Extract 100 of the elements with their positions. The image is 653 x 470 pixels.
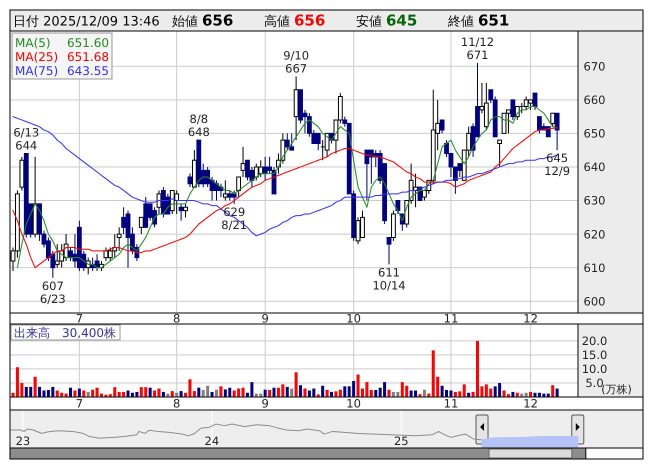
candlestick (19, 156, 24, 191)
candlestick (484, 82, 489, 131)
bar (140, 387, 143, 397)
candlestick (386, 236, 392, 265)
bar (228, 388, 232, 397)
bar (91, 390, 94, 397)
candlestick (364, 150, 370, 202)
x-tick-label: 10 (346, 312, 361, 326)
candlestick (174, 190, 180, 214)
x-tick-label: 9 (261, 396, 269, 411)
candlestick (554, 112, 560, 151)
bar (250, 382, 254, 397)
bar (148, 388, 152, 397)
candlestick (258, 160, 264, 178)
bar (126, 390, 130, 397)
x-tick-label: 8 (173, 312, 180, 326)
bar (197, 388, 200, 397)
header: 日付 2025/12/09 13:46 始値 656 高値 656 安値 645 終値 651 (10, 10, 644, 32)
annotation: 607 6/23 (40, 278, 66, 306)
candlestick (188, 173, 192, 188)
x-tick-label: 12 (523, 396, 538, 411)
candlestick (161, 186, 166, 218)
candlestick (528, 99, 533, 110)
candlestick (537, 116, 542, 134)
x-tick-label: 12 (523, 312, 538, 326)
bar (153, 390, 156, 397)
bar (462, 384, 466, 397)
bar (326, 390, 329, 397)
candlestick (183, 203, 188, 218)
candlestick (156, 190, 162, 214)
candlestick (284, 132, 290, 151)
candlestick (178, 203, 184, 222)
candlestick (196, 140, 202, 188)
x-tick-label: 9 (261, 312, 269, 326)
annotation: 9/10 667 (283, 48, 310, 76)
candlestick (324, 132, 330, 158)
y-tick-label: 15.0 (582, 348, 608, 362)
chart-title: 日付 2025/12/09 13:46 (13, 14, 160, 30)
bar (202, 390, 205, 397)
annotation: 8/8 648 (188, 112, 210, 140)
bar (556, 388, 559, 397)
bar (214, 390, 218, 397)
bar (374, 390, 378, 397)
bar (489, 388, 492, 397)
candlestick (497, 140, 502, 168)
bar (78, 388, 81, 397)
candlestick (227, 190, 232, 202)
candlestick (232, 190, 237, 204)
bar (38, 386, 42, 397)
bar (29, 386, 32, 397)
y-tick-label: 600 (584, 294, 606, 308)
candlestick (391, 210, 396, 242)
x-tick-label: 10 (346, 396, 361, 411)
bar (449, 390, 452, 397)
x-tick-label: 11 (444, 396, 458, 411)
bar (356, 374, 360, 397)
bar (232, 390, 236, 397)
y-tick-label: 660 (584, 93, 606, 108)
annotation: 11/12 671 (460, 34, 494, 62)
annotation: 6/13 644 (13, 126, 40, 153)
bar (299, 385, 302, 397)
y-tick-label: 650 (584, 126, 606, 141)
bar (51, 386, 54, 397)
bar (219, 386, 222, 397)
x-tick-label: 24 (204, 434, 220, 448)
bar (303, 388, 306, 397)
bar (180, 391, 183, 397)
bar (157, 388, 160, 397)
x-tick-label: 8 (173, 396, 180, 411)
bar (440, 386, 444, 397)
bar (82, 390, 86, 397)
annotation: 611 10/14 (372, 265, 406, 292)
bar (166, 394, 170, 397)
bar (272, 388, 276, 397)
candlestick (76, 220, 82, 272)
y-tick-label: 610 (584, 260, 606, 275)
bar (24, 386, 28, 397)
bar (254, 394, 258, 397)
candlestick (440, 119, 444, 134)
bar (321, 386, 324, 397)
bar (520, 394, 524, 397)
y-tick-label: 630 (584, 194, 606, 208)
candlestick (502, 112, 506, 134)
y-tick-label: 620 (584, 227, 606, 242)
bar (400, 382, 404, 397)
x-tick-label: 25 (394, 434, 409, 448)
bar (551, 385, 554, 397)
bar (494, 386, 497, 397)
bar (290, 388, 294, 397)
bar (170, 391, 174, 397)
candlestick (532, 92, 538, 110)
annotation: 645 12/9 (544, 151, 570, 178)
bar (422, 390, 426, 397)
bar (286, 386, 289, 397)
bar (281, 384, 284, 397)
x-tick-label: 11 (444, 312, 458, 326)
y-tick-label: 20.0 (582, 334, 608, 348)
candlestick (510, 99, 516, 120)
candlestick (524, 96, 529, 110)
candlestick (192, 150, 197, 188)
